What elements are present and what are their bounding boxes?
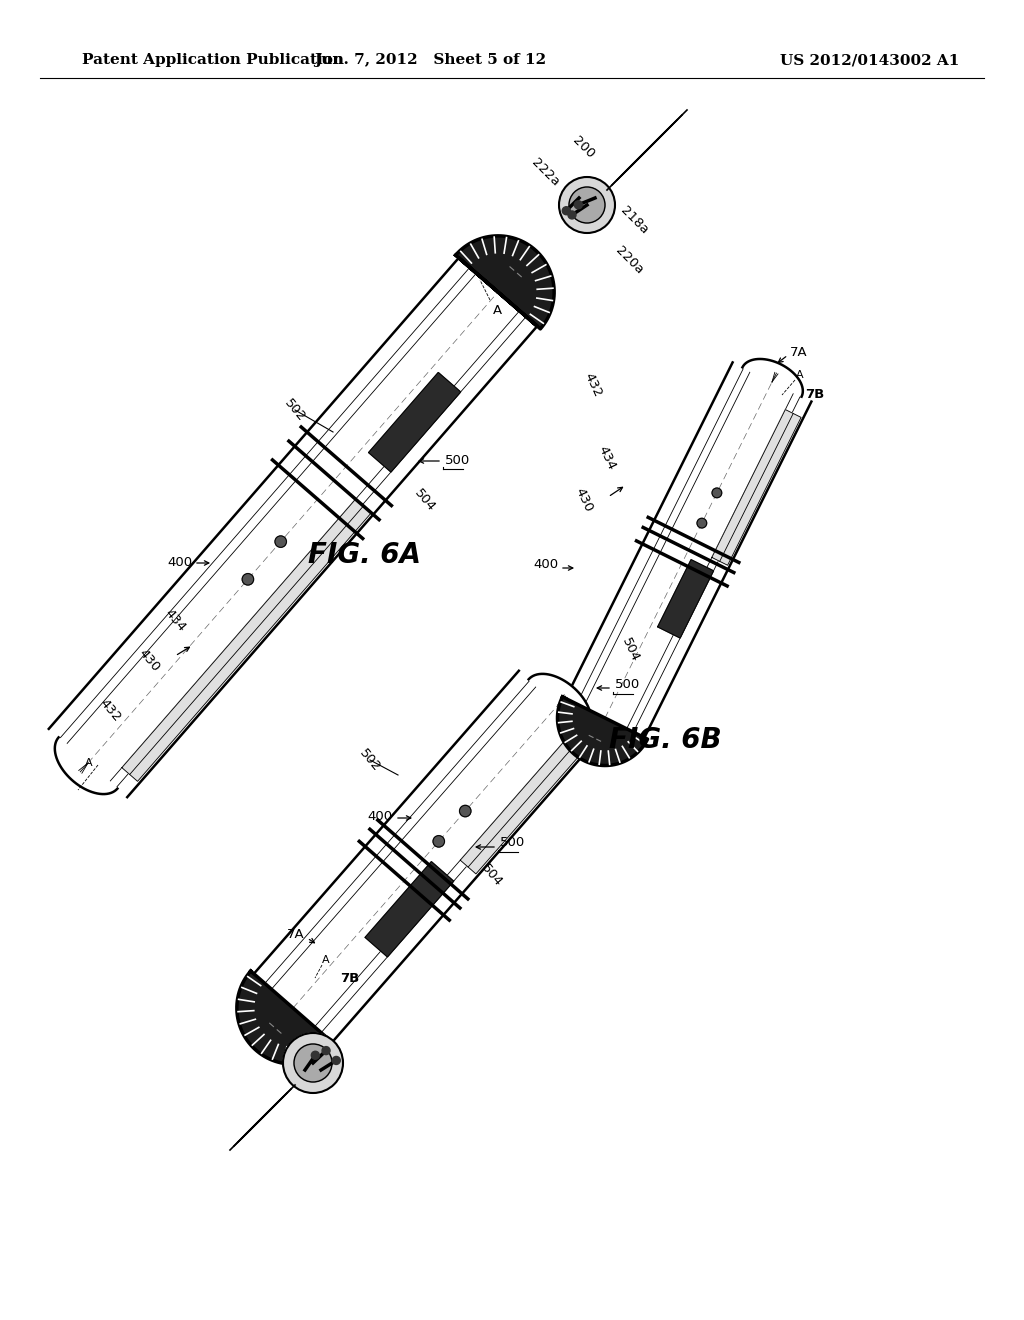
Text: Patent Application Publication: Patent Application Publication <box>82 53 344 67</box>
Polygon shape <box>49 257 538 797</box>
Text: 430: 430 <box>572 486 595 515</box>
Polygon shape <box>122 499 372 781</box>
Circle shape <box>697 519 707 528</box>
Polygon shape <box>369 372 461 473</box>
Text: 500: 500 <box>445 454 470 466</box>
Circle shape <box>562 207 570 215</box>
Polygon shape <box>557 697 647 766</box>
Text: A: A <box>493 304 502 317</box>
Text: 7A: 7A <box>790 346 808 359</box>
Text: US 2012/0143002 A1: US 2012/0143002 A1 <box>780 53 959 67</box>
Text: 7B: 7B <box>340 972 359 985</box>
Text: 222a: 222a <box>528 156 561 189</box>
Text: 432: 432 <box>97 696 123 723</box>
Circle shape <box>574 201 583 209</box>
Circle shape <box>283 1034 343 1093</box>
Text: A: A <box>85 758 93 768</box>
Polygon shape <box>565 363 811 738</box>
Circle shape <box>275 536 287 548</box>
Text: 400: 400 <box>167 557 193 569</box>
Polygon shape <box>55 738 118 795</box>
Polygon shape <box>456 236 554 329</box>
Text: 432: 432 <box>582 371 604 399</box>
Text: A: A <box>323 954 330 965</box>
Text: FIG. 6A: FIG. 6A <box>308 541 422 569</box>
Polygon shape <box>460 730 590 874</box>
Circle shape <box>712 488 722 498</box>
Text: 220a: 220a <box>612 244 645 276</box>
Text: 500: 500 <box>615 678 640 692</box>
Circle shape <box>322 1047 330 1055</box>
Text: 500: 500 <box>500 837 525 850</box>
Polygon shape <box>712 409 801 565</box>
Circle shape <box>332 1056 340 1064</box>
Text: 430: 430 <box>136 647 162 673</box>
Polygon shape <box>254 671 597 1043</box>
Text: 200: 200 <box>569 133 597 161</box>
Text: 400: 400 <box>368 809 393 822</box>
Circle shape <box>460 805 471 817</box>
Polygon shape <box>237 972 335 1064</box>
Polygon shape <box>657 560 714 638</box>
Text: 434: 434 <box>596 444 618 473</box>
Text: 434: 434 <box>162 606 188 634</box>
Circle shape <box>568 211 575 219</box>
Text: 7B: 7B <box>805 388 824 401</box>
Text: 504: 504 <box>412 486 438 513</box>
Text: FIG. 6B: FIG. 6B <box>608 726 721 754</box>
Circle shape <box>559 177 615 234</box>
Text: A: A <box>797 370 804 380</box>
Polygon shape <box>742 359 803 397</box>
Text: 502: 502 <box>357 746 383 774</box>
Polygon shape <box>528 675 591 731</box>
Text: 504: 504 <box>618 636 641 664</box>
Circle shape <box>311 1051 319 1059</box>
Text: 504: 504 <box>479 861 505 888</box>
Text: 400: 400 <box>532 558 558 572</box>
Text: 502: 502 <box>282 396 308 424</box>
Circle shape <box>243 574 254 585</box>
Text: 218a: 218a <box>617 203 650 236</box>
Circle shape <box>294 1044 332 1082</box>
Circle shape <box>569 187 605 223</box>
Circle shape <box>433 836 444 847</box>
Text: Jun. 7, 2012   Sheet 5 of 12: Jun. 7, 2012 Sheet 5 of 12 <box>314 53 546 67</box>
Polygon shape <box>366 862 454 957</box>
Text: 7A: 7A <box>288 928 305 941</box>
